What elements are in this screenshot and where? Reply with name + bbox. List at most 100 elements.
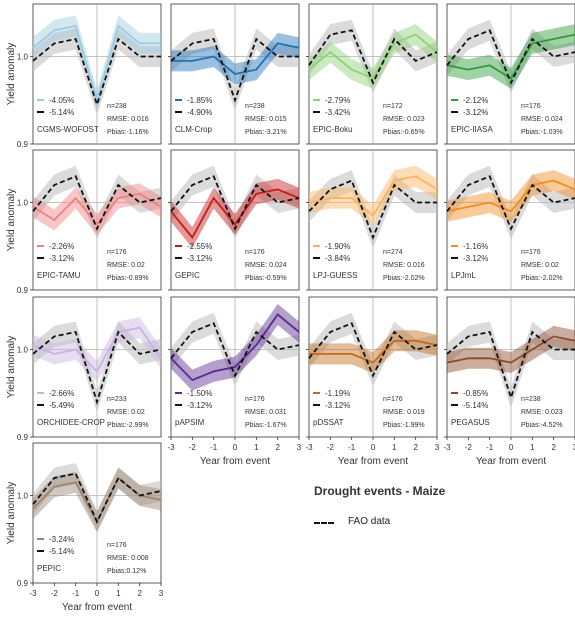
model-line <box>308 33 438 80</box>
model-impact-label: -2.26% <box>49 242 74 251</box>
x-tick-label: 1 <box>530 443 535 452</box>
model-band <box>33 317 161 382</box>
x-axis-title: Year from event <box>200 456 270 467</box>
model-band <box>447 325 575 374</box>
pbias-label: Pbias:-4.52% <box>521 422 563 429</box>
panel-lpjml: -1.16% -3.12% LPJmL n=176 RMSE: 0.02 Pbias:-2… <box>444 149 575 291</box>
pbias-label: Pbias:-3.21% <box>245 129 287 136</box>
x-tick-label: -3 <box>29 589 37 598</box>
x-tick-label: 3 <box>159 589 164 598</box>
x-tick-label: 3 <box>573 443 575 452</box>
fao-line <box>446 175 575 232</box>
model-name-label: PEPIC <box>37 564 61 573</box>
fao-line <box>32 330 162 406</box>
x-tick-label: -2 <box>465 443 473 452</box>
x-tick-label: 3 <box>435 443 440 452</box>
rmse-label: RMSE: 0.02 <box>521 262 559 269</box>
fao-band <box>171 28 299 111</box>
x-tick-label: -3 <box>305 443 313 452</box>
model-impact-label: -2.55% <box>187 242 212 251</box>
legend-swatch-fao <box>314 522 334 524</box>
rmse-label: RMSE: 0.023 <box>383 116 425 123</box>
x-tick-label: -1 <box>348 443 356 452</box>
x-axis-title: Year from event <box>62 602 132 613</box>
model-impact-label: -1.50% <box>187 389 212 398</box>
x-tick-label: 1 <box>254 443 259 452</box>
fao-band <box>447 19 575 94</box>
n-label: n=176 <box>107 542 127 549</box>
model-line <box>170 313 300 382</box>
x-tick-label: 1 <box>392 443 397 452</box>
n-label: n=176 <box>521 249 541 256</box>
rmse-label: RMSE: 0.02 <box>107 262 145 269</box>
fao-band <box>309 170 437 248</box>
model-name-label: EPIC-IIASA <box>451 125 493 134</box>
x-tick-label: -3 <box>443 443 451 452</box>
legend-title: Drought events - Maize <box>314 484 446 498</box>
fao-line <box>446 29 575 86</box>
pbias-label: Pbias:-1.03% <box>521 129 563 136</box>
rmse-label: RMSE: 0.02 <box>107 409 145 416</box>
fao-impact-label: -3.84% <box>325 254 350 263</box>
legend-label-fao: FAO data <box>348 516 391 527</box>
model-line <box>32 24 161 104</box>
fao-band <box>33 28 161 116</box>
pbias-label: Pbias:-0.89% <box>107 275 149 282</box>
fao-line <box>308 322 438 379</box>
model-line <box>446 33 575 80</box>
n-label: n=233 <box>107 396 127 403</box>
model-band <box>33 15 161 111</box>
model-name-label: CGMS-WOFOST <box>37 125 99 134</box>
y-tick-label: 1.0 <box>17 53 29 62</box>
pbias-label: Pbias:-0.59% <box>245 275 287 282</box>
n-label: n=238 <box>521 396 541 403</box>
model-impact-label: -3.24% <box>49 535 74 544</box>
x-tick-label: -2 <box>51 589 59 598</box>
y-tick-label: 1.0 <box>17 346 29 355</box>
legend: Drought events - Maize FAO data <box>314 484 446 527</box>
y-tick-label: 0.9 <box>17 286 29 295</box>
model-impact-label: -1.16% <box>463 242 488 251</box>
model-band <box>171 304 299 391</box>
model-band <box>309 24 437 89</box>
model-impact-label: -0.85% <box>463 389 488 398</box>
model-impact-label: -2.79% <box>325 96 350 105</box>
model-line <box>446 335 575 364</box>
rmse-label: RMSE: 0.016 <box>383 262 425 269</box>
fao-impact-label: -3.12% <box>463 108 488 117</box>
x-tick-label: 1 <box>116 589 121 598</box>
n-label: n=238 <box>245 103 265 110</box>
fao-band <box>309 312 437 387</box>
panel-gepic: -2.55% -3.12% GEPIC n=176 RMSE: 0.024 Pbias:-… <box>168 149 300 291</box>
panel-clm-crop: -1.85% -4.90% CLM-Crop n=238 RMSE: 0.015 Pbia… <box>168 3 300 145</box>
fao-band <box>447 165 575 240</box>
fao-band <box>33 321 161 413</box>
pbias-label: Pbias:-1.99% <box>383 422 425 429</box>
y-axis-title: Yield anomaly <box>6 482 17 544</box>
fao-line <box>446 330 575 401</box>
n-label: n=176 <box>521 103 541 110</box>
model-band <box>309 165 437 227</box>
pbias-label: Pbias:-1.67% <box>245 422 287 429</box>
x-tick-label: 0 <box>371 443 376 452</box>
x-tick-label: 0 <box>95 589 100 598</box>
n-label: n=176 <box>107 249 127 256</box>
x-tick-label: 0 <box>509 443 514 452</box>
fao-impact-label: -5.49% <box>49 401 74 410</box>
x-tick-label: 2 <box>137 589 142 598</box>
model-impact-label: -2.12% <box>463 96 488 105</box>
fao-impact-label: -3.12% <box>463 254 488 263</box>
fao-impact-label: -3.42% <box>325 108 350 117</box>
panel-pdssat: -1.19% -3.12% pDSSAT n=176 RMSE: 0.019 Pbias:… <box>305 296 440 467</box>
model-name-label: pAPSIM <box>175 418 205 427</box>
y-tick-label: 1.0 <box>17 492 29 501</box>
y-tick-label: 0.9 <box>17 140 29 149</box>
fao-impact-label: -3.12% <box>187 254 212 263</box>
x-tick-label: -2 <box>327 443 335 452</box>
fao-band <box>33 463 161 533</box>
fao-impact-label: -3.12% <box>49 254 74 263</box>
x-tick-label: 2 <box>413 443 418 452</box>
model-line <box>170 188 300 240</box>
